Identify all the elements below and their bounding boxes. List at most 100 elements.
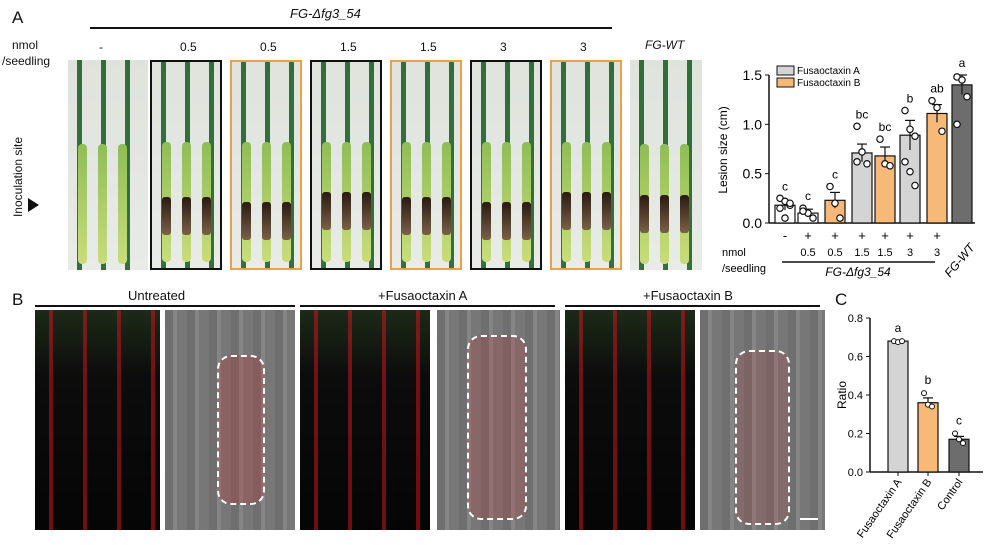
data-point [781,214,789,222]
y-tick-label: 0.6 [848,352,863,364]
data-point [958,76,966,84]
heading-fusaoctaxin-a: +Fusaoctaxin A [378,288,468,303]
dose-label: 3 [580,40,587,54]
seedling-photo [230,60,302,270]
data-point [809,214,817,222]
y-tick-label: 0.2 [848,429,863,441]
significance-letter: b [907,92,914,106]
data-point [933,103,941,112]
significance-letter: c [782,179,788,193]
panel-a-letter: A [12,8,24,27]
bar [887,340,909,473]
micrograph-b-zoom [700,310,825,530]
dose-label: 0.5 [260,40,277,54]
seedling-photo [630,60,702,270]
data-point [826,182,834,191]
significance-letter: ab [930,82,944,96]
data-point [876,135,884,143]
micrograph-untreated-zoom [165,310,295,530]
significance-letter: a [895,321,902,335]
dose-axis-label: nmol [722,247,746,259]
y-tick-label: 0.4 [848,390,863,402]
seedling-photo [310,60,382,270]
seedling-photo [150,60,222,270]
y-axis-title: Ratio [835,381,849,409]
significance-letter: bc [856,107,869,121]
bar [948,438,970,473]
significance-letter: b [925,373,932,387]
data-point [901,106,909,115]
panel-c-letter: C [835,290,848,309]
data-point [928,96,936,105]
data-point [799,207,807,215]
dose-tick-label: 0.5 [827,247,842,259]
micrograph-a-overview [300,310,430,530]
dose-label: - [99,40,103,54]
bar [917,402,939,473]
group-label: FG-Δfg3_54 [825,265,891,279]
significance-letter: c [956,414,962,428]
treatment-label: - [783,228,787,243]
significance-letter: c [805,189,811,203]
data-point [901,158,909,166]
dose-label-2: /seedling [2,54,51,68]
bar [951,84,973,224]
data-point [953,120,961,129]
heading-line [35,305,295,307]
dose-tick-label: 1.5 [877,247,892,259]
y-tick-label: 0.0 [743,215,763,231]
data-point [858,148,866,156]
dose-label: 1.5 [420,40,437,54]
data-point [786,199,794,208]
seedling-photo [68,60,148,270]
treatment-label: + [831,228,839,243]
treatment-label: + [858,228,866,243]
dose-axis-label: /seedling [722,263,766,275]
y-tick-label: 0.8 [848,313,863,325]
y-axis-title: Lesion size (cm) [716,106,730,193]
heading-line [300,305,555,307]
data-point [776,204,784,213]
data-point [960,440,966,447]
legend-label: Fusaoctaxin B [797,78,861,89]
micrograph-b-overview [565,310,695,530]
micrograph-untreated-overview [35,310,160,530]
seedling-photo [390,60,462,270]
data-point [963,92,971,101]
data-point [886,161,894,170]
data-point [956,436,962,443]
inoculation-arrow-icon [28,198,39,212]
y-tick-label: 1.5 [743,67,763,83]
data-point [906,167,914,176]
y-tick-label: 0.0 [848,467,863,479]
data-point [899,338,905,345]
heading-fusaoctaxin-b: +Fusaoctaxin B [643,288,733,303]
strain-bracket [90,27,612,29]
significance-letter: a [959,56,966,70]
data-point [853,158,861,166]
seedling-photo [470,60,542,270]
panel-b-letter: B [12,290,24,309]
dose-tick-label: 3 [934,247,940,259]
treatment-label: + [933,228,941,243]
heading-untreated: Untreated [128,288,186,303]
significance-letter: bc [879,120,892,134]
legend-swatch [776,77,795,88]
data-point [906,125,914,134]
wt-axis-label: FG-WT [942,240,979,280]
y-tick-label: 1.0 [743,116,763,132]
data-point [853,122,861,131]
treatment-label: + [881,228,889,243]
significance-letter: c [832,167,838,181]
dose-label: 3 [500,40,507,54]
seedling-photo [550,60,622,270]
treatment-label: + [804,228,812,243]
treatment-label: + [906,228,914,243]
dose-label: 1.5 [340,40,357,54]
micrograph-a-zoom [437,310,560,530]
strain-title: FG-Δfg3_54 [290,6,361,21]
dose-tick-label: 3 [907,247,913,259]
y-tick-label: 0.5 [743,166,763,182]
